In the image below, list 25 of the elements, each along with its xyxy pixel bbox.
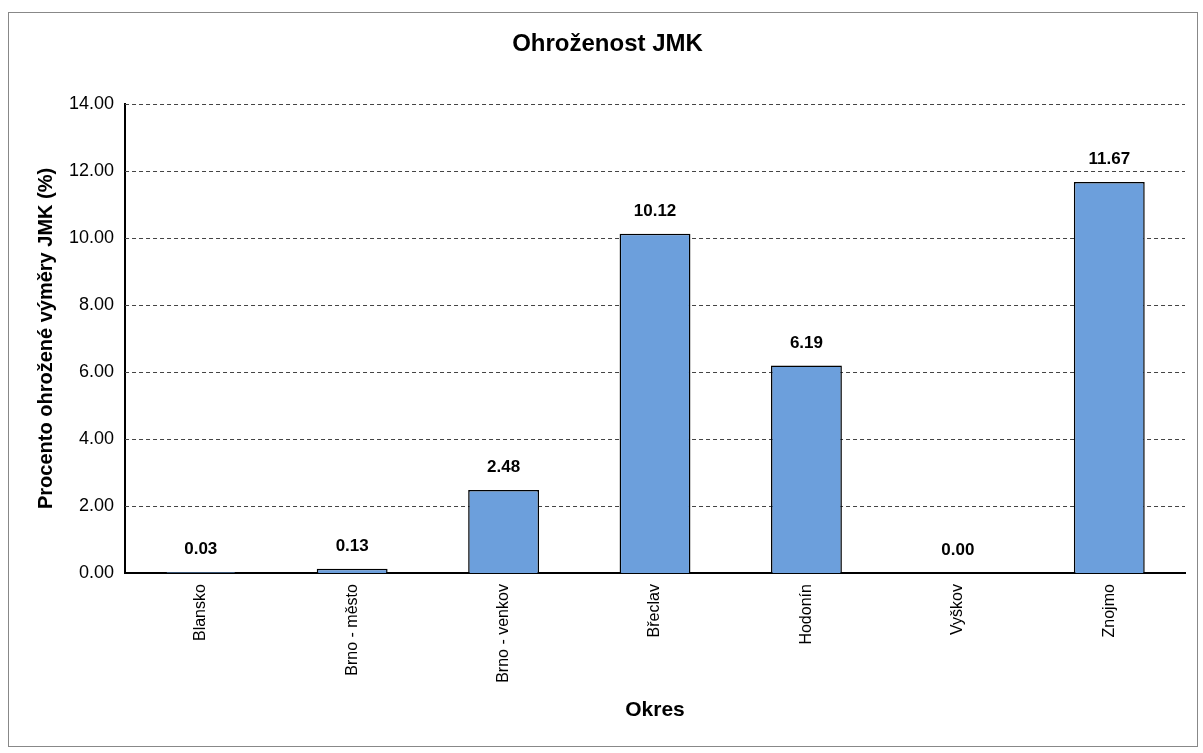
y-tick-label: 4.00: [79, 427, 115, 448]
x-tick-label: Znojmo: [1099, 584, 1117, 638]
x-tick-label: Brno - venkov: [494, 584, 512, 683]
data-label: 2.48: [487, 457, 521, 477]
y-axis-title: Procento ohrožené výměry JMK (%): [33, 167, 56, 510]
x-tick-label: Brno - město: [342, 584, 360, 676]
chart-title: Ohroženost JMK: [512, 29, 704, 57]
x-tick-label: Břeclav: [645, 584, 663, 638]
x-tick-label: Blansko: [191, 583, 209, 642]
y-tick-label: 14.00: [69, 92, 115, 113]
y-tick-label: 6.00: [79, 360, 115, 381]
x-tick-label: Hodonín: [796, 584, 814, 645]
y-tick-label: 2.00: [79, 495, 115, 516]
y-tick-label: 0.00: [79, 562, 115, 583]
data-label: 0.03: [184, 539, 218, 559]
data-label: 6.19: [789, 332, 823, 352]
data-label: 0.13: [335, 535, 369, 555]
data-label: 11.67: [1088, 149, 1131, 169]
data-label: 0.00: [941, 540, 975, 560]
y-tick-label: 8.00: [79, 293, 115, 314]
data-label: 10.12: [633, 201, 677, 221]
y-tick-label: 10.00: [69, 226, 115, 247]
y-tick-label: 12.00: [69, 159, 115, 180]
x-tick-label: Vyškov: [948, 584, 966, 636]
x-axis-title: Okres: [625, 697, 685, 721]
